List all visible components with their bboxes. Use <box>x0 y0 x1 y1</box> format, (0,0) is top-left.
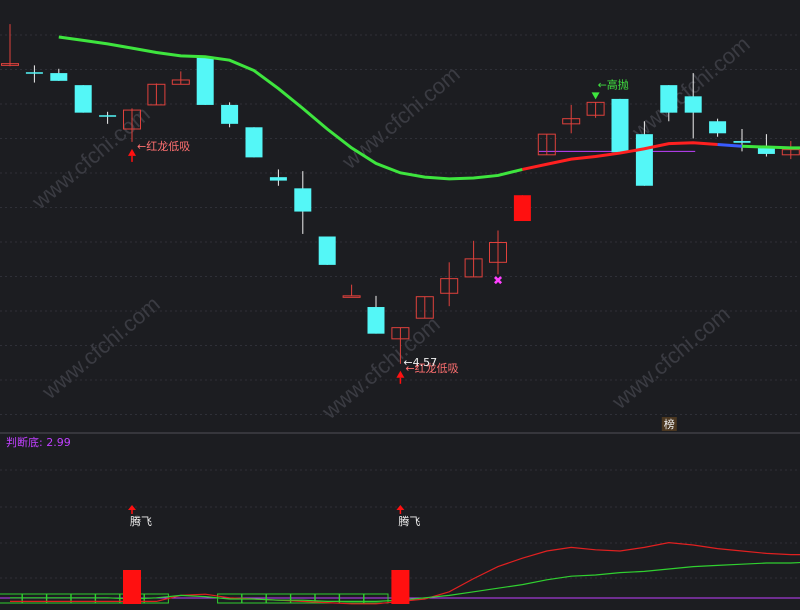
candle-body <box>171 79 190 85</box>
candle-body <box>294 188 312 212</box>
candle-body <box>1 63 19 66</box>
cross-marker-icon: ✖ <box>493 273 503 287</box>
candle-body <box>684 96 702 113</box>
candle-body <box>709 121 727 134</box>
ma-green-segment <box>58 35 523 181</box>
low-box <box>363 593 389 604</box>
candle-body <box>342 295 361 298</box>
candle-body <box>367 307 385 334</box>
moving-average-line <box>58 35 800 181</box>
candle-body <box>196 56 214 105</box>
signal-arrow-icon <box>396 505 405 510</box>
candle-body <box>221 104 239 124</box>
candle-body <box>415 296 434 319</box>
price-label: ←4.57 <box>403 356 437 369</box>
candle-body <box>25 72 43 74</box>
candle-body <box>635 134 653 186</box>
sell-arrow-icon <box>591 92 600 100</box>
signal-arrow-icon <box>128 505 136 510</box>
ma-green-tail <box>741 144 800 150</box>
candle-body <box>781 149 800 156</box>
candle-body <box>147 83 166 106</box>
watermark-text: www.cfchi.com <box>336 61 464 174</box>
badge-background <box>661 417 677 431</box>
candle-body <box>586 101 605 116</box>
candle-body <box>391 327 410 340</box>
watermark-layer: www.cfchi.com www.cfchi.com www.cfchi.com w… <box>26 31 754 424</box>
candle-body <box>660 85 678 113</box>
indicator-line-red <box>10 541 800 605</box>
signal-label: ←红龙低吸 <box>137 140 190 153</box>
indicator-line-green <box>10 561 800 603</box>
signal-label: 腾飞 <box>130 514 152 528</box>
candle-body <box>74 85 92 113</box>
watermark-text: www.cfchi.com <box>606 301 734 414</box>
signal-label: 腾飞 <box>398 514 420 528</box>
buy-arrow-icon <box>396 370 405 378</box>
candlestick-series <box>1 24 800 364</box>
signal-bar <box>391 570 410 604</box>
candle-body <box>99 115 117 117</box>
watermark-text: www.cfchi.com <box>36 291 164 404</box>
candle-body <box>537 133 556 156</box>
candle-body <box>733 141 751 143</box>
candle-body <box>440 278 459 294</box>
watermark-text: www.cfchi.com <box>626 31 754 144</box>
signal-label: ←红龙低吸 <box>405 362 458 375</box>
candle-body <box>318 236 336 265</box>
buy-arrow-icon <box>128 148 136 156</box>
signal-bar <box>123 570 141 604</box>
candle-body <box>50 73 68 81</box>
candle-body <box>757 147 775 154</box>
badge-label: 榜 <box>664 417 675 431</box>
candle-body <box>513 195 531 222</box>
indicator-title: 判断底: 2.99 <box>6 436 71 449</box>
candle-body <box>489 242 507 263</box>
candle-body <box>123 109 141 130</box>
annotations: ←红龙低吸←红龙低吸←4.57←高抛✖榜 <box>128 77 677 431</box>
candle-body <box>245 127 263 158</box>
ma-blue-segment <box>717 142 743 148</box>
ma-red-segment <box>522 141 718 171</box>
candle-body <box>269 177 287 181</box>
candle-body <box>464 258 483 278</box>
candle-body <box>611 98 629 153</box>
watermark-text: www.cfchi.com <box>26 101 154 214</box>
indicator-panel: 腾飞 腾飞 <box>0 505 800 605</box>
signal-label: ←高抛 <box>598 77 629 91</box>
candle-body <box>562 118 581 125</box>
